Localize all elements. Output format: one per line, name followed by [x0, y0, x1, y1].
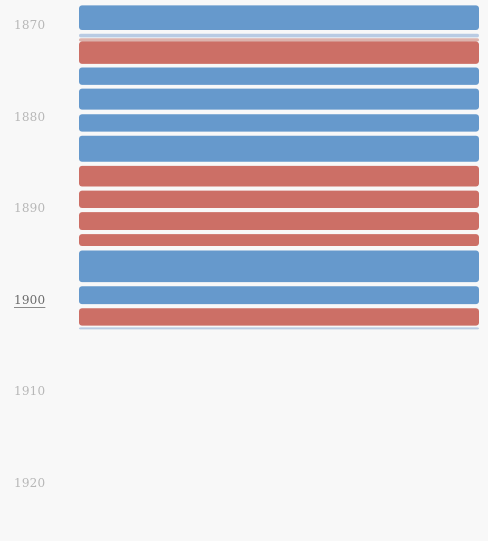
term-bar-3[interactable] — [79, 38, 479, 42]
term-bar-6[interactable] — [79, 88, 479, 110]
term-bar-2[interactable] — [79, 33, 479, 38]
year-tick-1920: 1920 — [14, 475, 46, 490]
term-bar-5[interactable] — [79, 67, 479, 85]
term-bar-15[interactable] — [79, 308, 479, 326]
term-bar-12[interactable] — [79, 234, 479, 246]
term-bar-13[interactable] — [79, 250, 479, 283]
term-bar-4[interactable] — [79, 41, 479, 64]
term-bar-14[interactable] — [79, 286, 479, 305]
term-bar-10[interactable] — [79, 190, 479, 208]
term-bar-1[interactable] — [79, 5, 479, 31]
term-bar-7[interactable] — [79, 114, 479, 132]
term-bar-9[interactable] — [79, 165, 479, 187]
term-bar-11[interactable] — [79, 212, 479, 230]
term-bar-8[interactable] — [79, 135, 479, 162]
term-bar-16[interactable] — [79, 327, 479, 330]
year-tick-1900[interactable]: 1900 — [14, 292, 46, 307]
year-tick-1870: 1870 — [14, 18, 46, 32]
year-tick-1890: 1890 — [14, 201, 46, 215]
year-tick-1910: 1910 — [14, 384, 46, 398]
year-tick-1880: 1880 — [14, 109, 46, 124]
